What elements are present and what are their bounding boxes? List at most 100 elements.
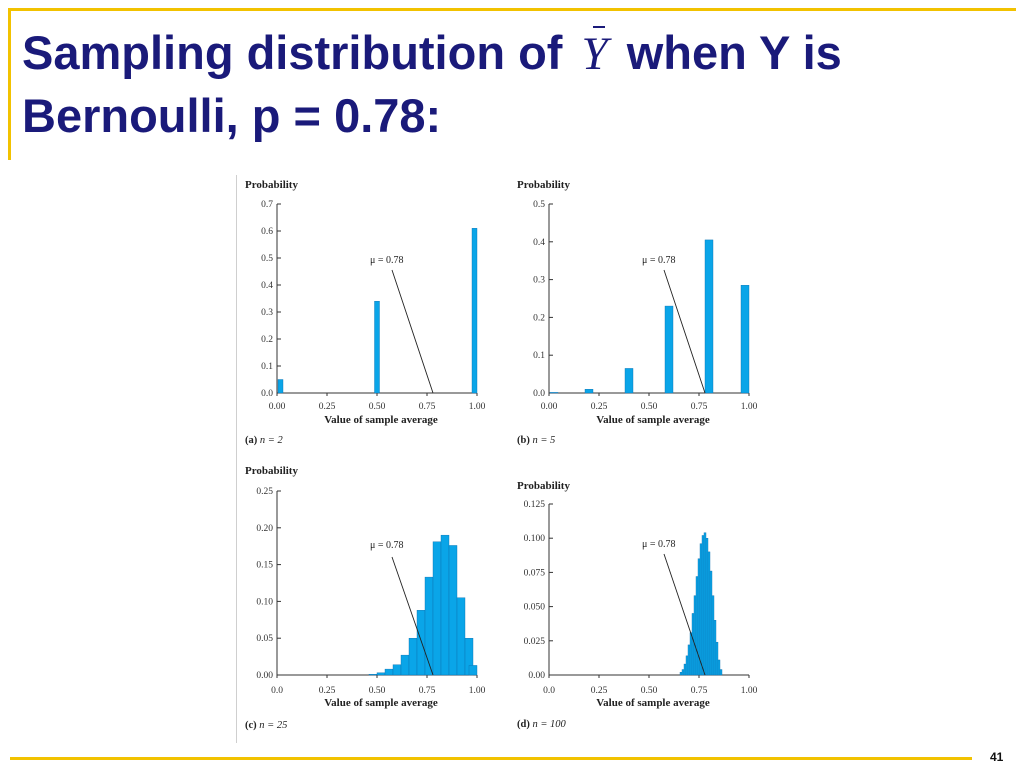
mu-annotation: μ = 0.78 [642, 539, 676, 550]
bar [704, 239, 714, 394]
y-tick-label: 0.3 [533, 276, 545, 286]
panel-letter: (d) [517, 719, 532, 730]
chart-panel-1: Probability 0.0 0.1 0.2 0.3 0.4 0.5 0.6 0.7 0.00 0… [245, 179, 486, 446]
y-tick-label: 0.00 [528, 671, 545, 681]
bar [691, 613, 695, 676]
bar [440, 534, 450, 676]
bar [683, 663, 687, 676]
bar [699, 543, 703, 676]
y-tick-label: 0.125 [524, 500, 546, 510]
bar [624, 368, 634, 394]
bar [374, 300, 380, 394]
slide-title: Sampling distribution of Y when Y is Ber… [22, 22, 1002, 146]
panel-caption: (c) n = 25 [245, 720, 287, 731]
bar [424, 576, 434, 676]
bar [685, 655, 689, 676]
bar [711, 595, 715, 676]
bottom-accent-rule [10, 757, 972, 760]
x-tick-label: 1.00 [469, 686, 486, 696]
panel-n: n = 25 [259, 720, 287, 731]
top-accent-rule [10, 8, 1016, 11]
y-axis-label: Probability [245, 465, 298, 477]
figure-left-edge [236, 175, 237, 743]
y-tick-label: 0.10 [256, 597, 273, 607]
bar [689, 632, 693, 676]
bar [717, 659, 721, 676]
y-tick-label: 0.4 [533, 238, 545, 248]
bar [740, 285, 750, 394]
mu-annotation: μ = 0.78 [370, 255, 404, 266]
y-axis-label: Probability [245, 179, 298, 191]
bar [456, 597, 466, 676]
x-tick-label: 0.75 [419, 686, 436, 696]
bar [693, 595, 697, 676]
bar [408, 637, 418, 676]
bar [376, 672, 386, 676]
x-tick-label: 0.50 [369, 686, 386, 696]
x-tick-label: 0.25 [319, 686, 336, 696]
y-tick-label: 0.5 [533, 200, 545, 210]
panel-caption: (b) n = 5 [517, 435, 555, 446]
y-axis-label: Probability [517, 480, 570, 492]
y-tick-label: 0.05 [256, 634, 273, 644]
panel-n: n = 100 [532, 719, 566, 730]
bar [664, 305, 674, 394]
bar [468, 665, 478, 676]
panel-letter: (b) [517, 435, 532, 446]
bar [471, 228, 478, 394]
bar [695, 576, 699, 676]
y-tick-label: 0.4 [261, 281, 273, 291]
bar [416, 610, 426, 676]
page-number: 41 [990, 750, 1004, 764]
bar [715, 641, 719, 676]
x-tick-label: 0.75 [691, 686, 708, 696]
x-tick-label: 0.50 [641, 402, 658, 412]
panel-n: n = 5 [532, 435, 555, 446]
y-bar-symbol: Y [582, 24, 608, 85]
y-tick-label: 0.00 [256, 671, 273, 681]
x-axis-label: Value of sample average [596, 697, 710, 709]
panel-caption: (a) n = 2 [245, 435, 283, 446]
y-tick-label: 0.025 [524, 637, 546, 647]
x-axis-label: Value of sample average [324, 697, 438, 709]
panel-letter: (a) [245, 435, 260, 446]
bar [448, 545, 458, 676]
x-tick-label: 1.00 [469, 402, 486, 412]
x-tick-label: 0.25 [591, 402, 608, 412]
bar [679, 672, 683, 676]
x-tick-label: 0.75 [419, 402, 436, 412]
y-tick-label: 0.100 [524, 534, 546, 544]
mu-pointer-line [663, 269, 706, 394]
x-tick-label: 1.00 [741, 402, 758, 412]
x-tick-label: 0.50 [369, 402, 386, 412]
bar [705, 538, 709, 676]
y-tick-label: 0.1 [261, 362, 273, 372]
x-tick-label: 0.25 [319, 402, 336, 412]
y-tick-label: 0.5 [261, 254, 273, 264]
bar [277, 379, 284, 394]
mu-pointer-line [391, 269, 434, 394]
bar [392, 664, 402, 676]
mu-pointer-line [663, 553, 706, 676]
x-axis-label: Value of sample average [324, 414, 438, 426]
bar [681, 669, 685, 676]
x-tick-label: 0.25 [591, 686, 608, 696]
y-tick-label: 0.20 [256, 524, 273, 534]
y-tick-label: 0.7 [261, 200, 273, 210]
panel-letter: (c) [245, 720, 259, 731]
chart-panel-2: Probability 0.0 0.1 0.2 0.3 0.4 0.5 0.00 0.25 0.5… [517, 179, 758, 446]
x-tick-label: 0.00 [541, 402, 558, 412]
bar [709, 570, 713, 676]
bar [432, 541, 442, 676]
mu-annotation: μ = 0.78 [642, 255, 676, 266]
mu-pointer-line [391, 556, 434, 676]
y-tick-label: 0.050 [524, 603, 546, 613]
y-tick-label: 0.2 [533, 313, 545, 323]
title-text-end: when Y is Bernoulli, p = 0.78: [22, 26, 842, 142]
y-tick-label: 0.0 [261, 389, 273, 399]
x-tick-label: 0.00 [269, 402, 286, 412]
chart-panel-4: Probability 0.00 0.025 0.050 0.075 0.100 0.125… [517, 480, 758, 730]
bar [400, 654, 410, 676]
bar [368, 674, 378, 676]
y-tick-label: 0.1 [533, 351, 545, 361]
